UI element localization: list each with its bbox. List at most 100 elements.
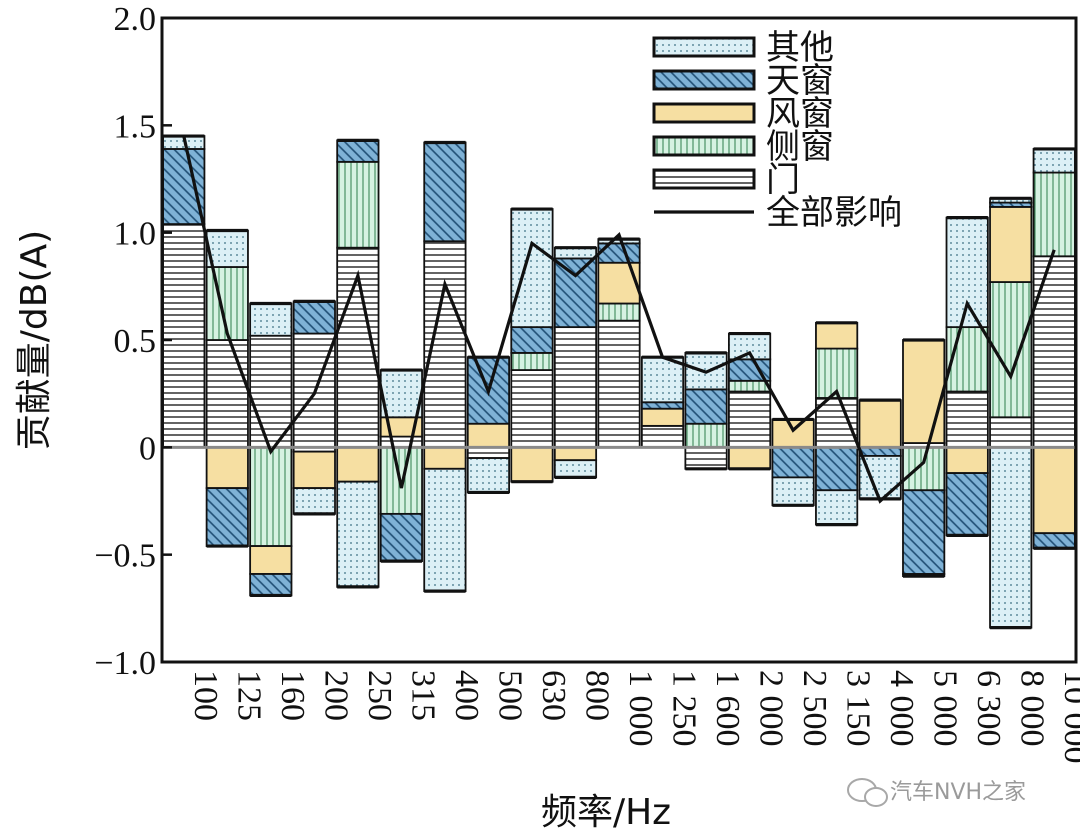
bar-segment-door (205, 339, 249, 449)
bar-segment-door (249, 334, 293, 449)
bar-segment-wind (249, 545, 293, 575)
bar-segment-roof (292, 300, 336, 335)
x-tick-label: 8 000 (1014, 670, 1051, 747)
legend-item: 门 (652, 160, 800, 200)
bar-segment-door (466, 446, 511, 459)
bar-segment-door (1032, 255, 1076, 449)
bar-segment-roof (379, 512, 423, 563)
bar-segment-roof (510, 326, 554, 354)
bar-segment-roof (684, 388, 728, 425)
y-tick-label: 0 (139, 430, 156, 467)
bar-segment-other (640, 356, 685, 404)
bar-segment-side (249, 446, 293, 547)
legend-item: 天窗 (652, 61, 834, 101)
bar-segment-other (249, 302, 293, 337)
total-effect-line (182, 135, 1056, 504)
bar-segment-side (597, 302, 641, 322)
legend-swatch (652, 168, 756, 190)
bar-segment-roof (423, 141, 467, 243)
x-tick-label: 100 (187, 670, 224, 721)
bar-segment-roof (336, 139, 380, 163)
y-axis-title: 贡献量/dB(A) (14, 230, 55, 450)
legend-label: 侧窗 (766, 127, 834, 167)
bar-segment-side (902, 446, 946, 492)
legend-item: 侧窗 (652, 127, 834, 167)
bar-segment-side (684, 422, 728, 449)
bar-segment-door (684, 446, 728, 470)
bar-segment-wind (510, 446, 554, 483)
x-tick-label: 630 (535, 670, 572, 721)
x-tick-label: 3 150 (840, 670, 877, 747)
bar-segment-wind (1032, 446, 1076, 535)
legend-swatch (652, 69, 756, 91)
legend-swatch (652, 135, 756, 157)
legend-item: 其他 (652, 28, 834, 68)
bar-segment-roof (771, 446, 815, 479)
bar-segment-wind (423, 446, 467, 470)
x-tick-label: 6 300 (970, 670, 1007, 747)
y-tick-label: 1.0 (114, 216, 157, 253)
bar-segment-side (510, 351, 554, 371)
legend-swatch (652, 102, 756, 124)
bar-segment-door (553, 326, 598, 449)
legend-label: 全部影响 (766, 193, 902, 233)
y-tick-label: 1.5 (114, 108, 157, 145)
bar-segment-other (205, 229, 249, 268)
x-tick-label: 125 (230, 670, 267, 721)
bar-segment-roof (640, 401, 685, 410)
bar-segment-other (423, 467, 467, 593)
bar-segment-wind (292, 450, 336, 490)
x-tick-label: 800 (579, 670, 616, 721)
bar-segment-other (553, 459, 598, 479)
watermark-text: 汽车NVH之家 (890, 780, 1026, 805)
x-axis-title: 频率/Hz (541, 792, 671, 833)
bar-segment-other (553, 246, 598, 260)
bar-segment-roof (815, 446, 859, 492)
bar-segment-door (379, 435, 423, 449)
legend-item: 风窗 (652, 94, 834, 134)
x-tick-label: 2 000 (753, 670, 790, 747)
bar-segment-side (1032, 171, 1076, 258)
bar-segment-other (510, 208, 554, 329)
bar-segment-wind (989, 206, 1033, 283)
x-tick-label: 1 600 (709, 670, 746, 747)
y-tick-label: −0.5 (94, 538, 156, 575)
bar-segment-roof (902, 489, 946, 575)
bar-segment-roof (553, 257, 598, 329)
bar-segment-roof (205, 487, 249, 547)
bar-segment-roof (162, 148, 206, 225)
bar-segment-other (1032, 148, 1076, 174)
legend-label: 风窗 (766, 94, 834, 134)
bar-segment-side (336, 160, 380, 249)
bar-segment-other (379, 369, 423, 419)
bar-segment-wind (205, 446, 249, 490)
bar-segment-side (727, 379, 772, 393)
bar-segment-wind (640, 407, 685, 427)
y-tick-label: 2.0 (114, 1, 157, 38)
bar-segment-wind (727, 446, 772, 470)
x-tick-label: 160 (274, 670, 311, 721)
bar-segment-wind (858, 399, 902, 449)
x-tick-label: 2 500 (796, 670, 833, 747)
bar-segment-side (989, 281, 1033, 419)
legend-label: 天窗 (766, 61, 834, 101)
bar-segment-other (336, 480, 380, 588)
x-tick-label: 250 (361, 670, 398, 721)
bar-segment-door (423, 240, 467, 449)
bar-segment-wind (553, 446, 598, 462)
watermark: 汽车NVH之家 (847, 778, 1026, 807)
x-tick-label: 400 (448, 670, 485, 721)
x-tick-label: 1 250 (666, 670, 703, 747)
bar-segment-wind (597, 261, 641, 305)
bar-segment-wind (902, 339, 946, 444)
x-tick-label: 500 (491, 670, 528, 721)
bar-segment-roof (249, 573, 293, 597)
x-tick-label: 1 000 (622, 670, 659, 747)
x-tick-label: 10 000 (1057, 670, 1080, 764)
bar-segment-door (989, 416, 1033, 449)
bar-segment-other (292, 487, 336, 515)
bar-segment-other (815, 489, 859, 526)
